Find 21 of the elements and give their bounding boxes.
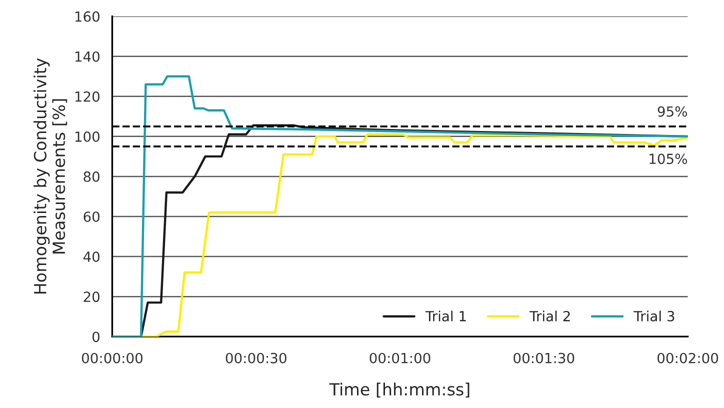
y-tick-label: 20 bbox=[84, 292, 100, 302]
x-tick-label: 00:01:30 bbox=[514, 352, 574, 364]
y-tick-label: 120 bbox=[75, 91, 100, 102]
y-axis-title: Homogenity by Conductivity Measurements [%] bbox=[34, 58, 68, 294]
x-tick-label: 00:01:00 bbox=[370, 352, 430, 364]
y-tick-label: 40 bbox=[83, 252, 100, 262]
x-tick-label: 00:00:00 bbox=[82, 352, 142, 364]
legend-label: Trial 3 bbox=[634, 310, 674, 322]
annotation: 95% bbox=[658, 106, 688, 117]
y-tick-label: 160 bbox=[75, 11, 100, 22]
y-tick-label: 60 bbox=[84, 211, 100, 222]
y-tick-label: 0 bbox=[92, 332, 100, 342]
x-axis-title: Time [hh:mm:ss] bbox=[329, 382, 470, 398]
y-tick-label: 140 bbox=[75, 51, 100, 62]
y-tick-label: 100 bbox=[75, 131, 100, 142]
x-tick-label: 00:02:00 bbox=[658, 352, 718, 364]
y-tick-label: 80 bbox=[84, 171, 100, 182]
annotation: 105% bbox=[650, 154, 688, 164]
x-tick-label: 00:00:30 bbox=[226, 352, 286, 364]
legend-label: Trial 2 bbox=[530, 310, 570, 322]
legend-label: Trial 1 bbox=[425, 310, 466, 322]
